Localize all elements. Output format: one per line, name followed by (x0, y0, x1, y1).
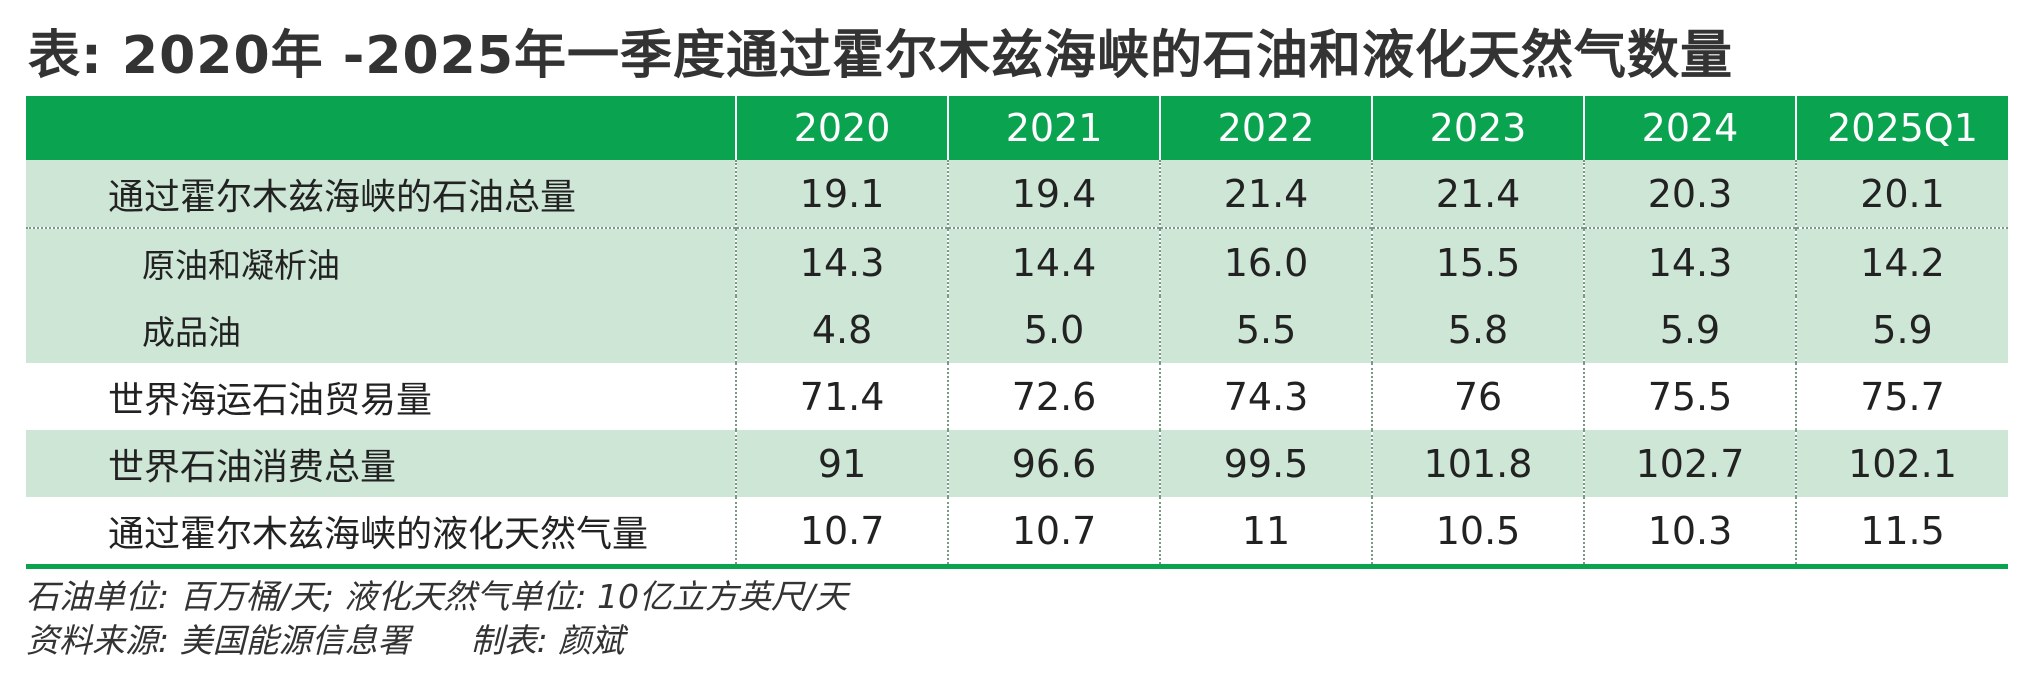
table-row: 原油和凝析油 14.3 14.4 16.0 15.5 14.3 14.2 (26, 227, 2008, 296)
table-cell: 10.7 (947, 497, 1161, 569)
row-label: 成品油 (26, 296, 737, 363)
table-cell: 14.3 (1583, 227, 1796, 296)
row-label: 世界石油消费总量 (26, 430, 737, 497)
table-cell: 20.1 (1795, 160, 2008, 228)
table-cell: 14.4 (947, 227, 1161, 296)
table-cell: 74.3 (1159, 363, 1373, 430)
table-row: 世界海运石油贸易量 71.4 72.6 74.3 76 75.5 75.7 (26, 363, 2008, 430)
table-cell: 75.7 (1795, 363, 2008, 430)
table-cell: 15.5 (1371, 227, 1585, 296)
column-header-2023: 2023 (1371, 96, 1585, 160)
table-cell: 11.5 (1795, 497, 2008, 569)
table-cell: 5.9 (1583, 296, 1796, 363)
table-cell: 10.5 (1371, 497, 1585, 569)
column-header-2025q1: 2025Q1 (1795, 96, 2008, 160)
table-cell: 91 (735, 430, 949, 497)
table-cell: 102.1 (1795, 430, 2008, 497)
credits-line: 资料来源: 美国能源信息署 制表: 颜斌 (26, 619, 848, 663)
table-cell: 99.5 (1159, 430, 1373, 497)
table-cell: 101.8 (1371, 430, 1585, 497)
table-cell: 21.4 (1159, 160, 1373, 228)
column-header-2020: 2020 (735, 96, 949, 160)
row-label: 原油和凝析油 (26, 227, 737, 296)
table-cell: 11 (1159, 497, 1373, 569)
table-cell: 10.3 (1583, 497, 1796, 569)
table-row: 成品油 4.8 5.0 5.5 5.8 5.9 5.9 (26, 296, 2008, 363)
table-cell: 19.4 (947, 160, 1161, 228)
table-cell: 10.7 (735, 497, 949, 569)
table-cell: 14.2 (1795, 227, 2008, 296)
table-cell: 76 (1371, 363, 1585, 430)
column-header-2024: 2024 (1583, 96, 1796, 160)
header-row: 2020 2021 2022 2023 2024 2025Q1 (26, 96, 2008, 160)
data-table: 2020 2021 2022 2023 2024 2025Q1 通过霍尔木兹海峡… (26, 96, 2008, 569)
table-cell: 96.6 (947, 430, 1161, 497)
table-cell: 102.7 (1583, 430, 1796, 497)
table-cell: 19.1 (735, 160, 949, 228)
table-cell: 20.3 (1583, 160, 1796, 228)
table-row: 世界石油消费总量 91 96.6 99.5 101.8 102.7 102.1 (26, 430, 2008, 497)
source-note: 资料来源: 美国能源信息署 (26, 621, 411, 660)
table-cell: 5.9 (1795, 296, 2008, 363)
table-notes: 石油单位: 百万桶/天; 液化天然气单位: 10亿立方英尺/天 资料来源: 美国… (26, 575, 848, 663)
table-cell: 71.4 (735, 363, 949, 430)
row-label: 通过霍尔木兹海峡的石油总量 (26, 160, 737, 228)
table-row: 通过霍尔木兹海峡的液化天然气量 10.7 10.7 11 10.5 10.3 1… (26, 497, 2008, 569)
column-header-2021: 2021 (947, 96, 1161, 160)
column-header-label (26, 96, 737, 160)
table-cell: 16.0 (1159, 227, 1373, 296)
table-cell: 5.5 (1159, 296, 1373, 363)
row-label: 通过霍尔木兹海峡的液化天然气量 (26, 497, 737, 569)
table-cell: 4.8 (735, 296, 949, 363)
table-cell: 5.8 (1371, 296, 1585, 363)
column-header-2022: 2022 (1159, 96, 1373, 160)
table-cell: 14.3 (735, 227, 949, 296)
row-label: 世界海运石油贸易量 (26, 363, 737, 430)
table-cell: 72.6 (947, 363, 1161, 430)
units-note: 石油单位: 百万桶/天; 液化天然气单位: 10亿立方英尺/天 (26, 577, 849, 616)
table-cell: 75.5 (1583, 363, 1796, 430)
page-title: 表: 2020年 -2025年一季度通过霍尔木兹海峡的石油和液化天然气数量 (28, 26, 1734, 86)
table-row: 通过霍尔木兹海峡的石油总量 19.1 19.4 21.4 21.4 20.3 2… (26, 160, 2008, 228)
table-cell: 5.0 (947, 296, 1161, 363)
table-cell: 21.4 (1371, 160, 1585, 228)
maker-note: 制表: 颜斌 (470, 621, 625, 660)
